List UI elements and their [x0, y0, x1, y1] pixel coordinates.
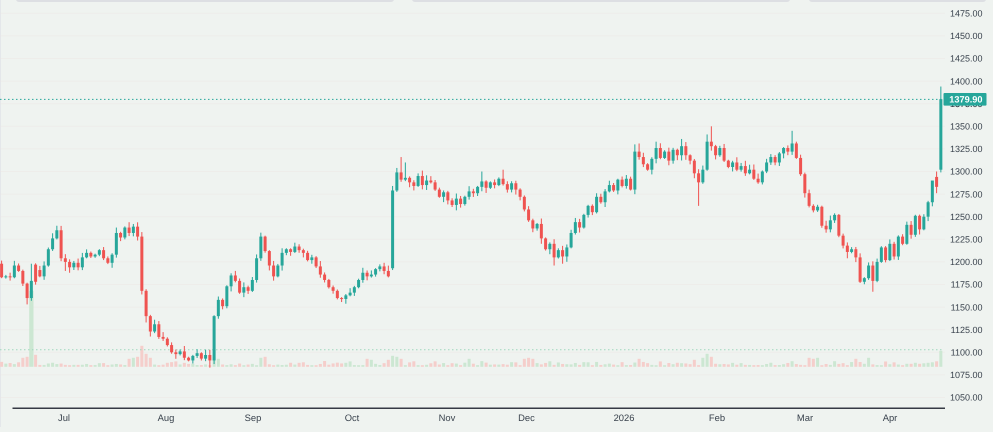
svg-text:Jul: Jul — [58, 412, 70, 423]
svg-text:1200.00: 1200.00 — [950, 257, 983, 267]
svg-text:1475.00: 1475.00 — [950, 9, 983, 19]
svg-text:1175.00: 1175.00 — [951, 280, 983, 290]
svg-text:1325.00: 1325.00 — [950, 144, 983, 154]
svg-text:Dec: Dec — [518, 412, 535, 423]
svg-text:1225.00: 1225.00 — [950, 235, 983, 245]
svg-text:1450.00: 1450.00 — [950, 31, 983, 41]
svg-text:1250.00: 1250.00 — [950, 212, 983, 222]
svg-text:1100.00: 1100.00 — [951, 348, 983, 358]
svg-text:Apr: Apr — [883, 412, 898, 423]
svg-text:1275.00: 1275.00 — [950, 189, 983, 199]
svg-text:1379.90: 1379.90 — [949, 95, 982, 105]
svg-text:Nov: Nov — [439, 412, 456, 423]
svg-text:1150.00: 1150.00 — [951, 302, 983, 312]
svg-text:1425.00: 1425.00 — [950, 54, 983, 64]
svg-text:1075.00: 1075.00 — [950, 370, 983, 380]
svg-text:1125.00: 1125.00 — [951, 325, 983, 335]
svg-text:Mar: Mar — [797, 412, 813, 423]
svg-text:Aug: Aug — [158, 412, 175, 423]
svg-text:2026: 2026 — [614, 412, 635, 423]
svg-text:Feb: Feb — [709, 412, 725, 423]
svg-text:1050.00: 1050.00 — [950, 393, 983, 403]
svg-text:Sep: Sep — [245, 412, 262, 423]
svg-text:1350.00: 1350.00 — [950, 122, 983, 132]
svg-text:1300.00: 1300.00 — [950, 167, 983, 177]
svg-text:1400.00: 1400.00 — [950, 76, 983, 86]
svg-text:Oct: Oct — [345, 412, 360, 423]
